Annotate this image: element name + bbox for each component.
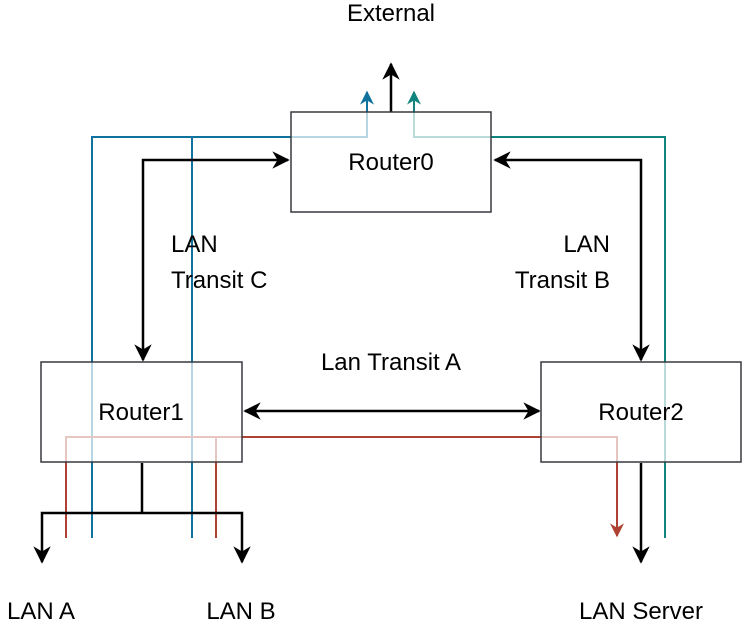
lan-b-label: LAN B bbox=[206, 598, 275, 623]
router0-label: Router0 bbox=[348, 149, 433, 176]
lan-a-label: LAN A bbox=[7, 598, 75, 623]
transit-c-link bbox=[134, 151, 290, 362]
transit-c-label-line2: Transit C bbox=[171, 267, 267, 294]
lan-b-arrow bbox=[142, 511, 251, 564]
lan-server-label: LAN Server bbox=[579, 598, 703, 623]
router2[interactable]: Router2 bbox=[540, 361, 742, 463]
transit-c-label-line1: LAN bbox=[171, 231, 218, 258]
transit-a-label: Lan Transit A bbox=[321, 349, 461, 376]
router2-label: Router2 bbox=[598, 399, 683, 426]
red-path-lan-a bbox=[65, 436, 624, 538]
router0[interactable]: Router0 bbox=[290, 111, 492, 213]
router1-label: Router1 bbox=[98, 399, 183, 426]
black-links bbox=[33, 62, 650, 564]
lan-a-arrow bbox=[33, 511, 142, 564]
transit-b-link bbox=[493, 151, 650, 362]
external-label: External bbox=[347, 0, 435, 27]
router1[interactable]: Router1 bbox=[40, 361, 243, 463]
transit-b-label-line2: Transit B bbox=[515, 267, 610, 294]
transit-b-label-line1: LAN bbox=[563, 231, 610, 258]
